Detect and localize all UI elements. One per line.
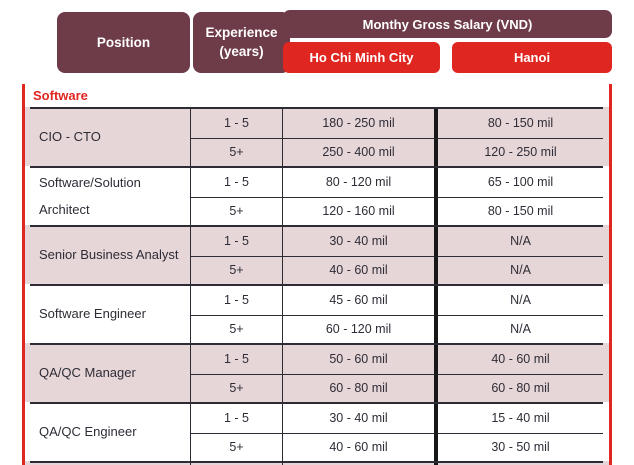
- hcmc-salary-cell: 180 - 250 mil: [283, 109, 438, 138]
- experience-cell: 5+: [191, 137, 283, 166]
- hanoi-salary-cell: 30 - 50 mil: [438, 432, 603, 462]
- experience-cell: 1 - 5: [191, 227, 283, 256]
- position-label: Senior Business Analyst: [39, 247, 179, 263]
- table-body: CIO - CTO 1 - 5 180 - 250 mil 80 - 150 m…: [25, 107, 609, 461]
- hcmc-salary-cell: 120 - 160 mil: [283, 196, 438, 225]
- table-row-grid: Software/Solution Architect 1 - 5 80 - 1…: [30, 166, 603, 225]
- salary-group-header: Monthy Gross Salary (VND): [283, 10, 612, 38]
- hcmc-salary-cell: 30 - 40 mil: [283, 404, 438, 433]
- position-label: CIO - CTO: [39, 129, 101, 145]
- hanoi-column-header: Hanoi: [452, 42, 612, 73]
- salary-table: Software CIO - CTO 1 - 5 180 - 250 mil 8…: [22, 84, 612, 465]
- experience-cell: 1 - 5: [191, 404, 283, 433]
- experience-column-header: Experience (years): [193, 12, 290, 73]
- experience-cell: 5+: [191, 432, 283, 461]
- table-row-grid: Software Engineer 1 - 5 45 - 60 mil N/A …: [30, 284, 603, 343]
- next-row-sliver-grid: [30, 461, 603, 465]
- hcmc-salary-cell: 80 - 120 mil: [283, 168, 438, 197]
- hcmc-salary-cell: 30 - 40 mil: [283, 227, 438, 256]
- hcmc-salary-cell: 40 - 60 mil: [283, 432, 438, 461]
- hanoi-salary-cell: 80 - 150 mil: [438, 196, 603, 226]
- hanoi-salary-cell: 40 - 60 mil: [491, 352, 550, 367]
- table-row-grid: QA/QC Manager 1 - 5 50 - 60 mil 40 - 60 …: [30, 343, 603, 402]
- hanoi-salary-cell: 65 - 100 mil: [487, 175, 554, 190]
- table-row-grid: CIO - CTO 1 - 5 180 - 250 mil 80 - 150 m…: [30, 107, 603, 166]
- position-cell: Software Engineer: [30, 286, 191, 343]
- experience-cell: 1 - 5: [191, 345, 283, 374]
- experience-cell: 1 - 5: [191, 109, 283, 138]
- experience-cell: 5+: [191, 196, 283, 225]
- table-row: Software/Solution Architect 1 - 5 80 - 1…: [25, 166, 609, 225]
- hcmc-salary-cell: 250 - 400 mil: [283, 137, 438, 166]
- experience-cell: 5+: [191, 255, 283, 284]
- experience-cell: 5+: [191, 314, 283, 343]
- position-label: QA/QC Manager: [39, 365, 136, 381]
- position-cell: Software/Solution Architect: [30, 168, 191, 225]
- hanoi-salary-cell: 15 - 40 mil: [491, 411, 550, 426]
- experience-cell: 1 - 5: [191, 168, 283, 197]
- table-row: QA/QC Manager 1 - 5 50 - 60 mil 40 - 60 …: [25, 343, 609, 402]
- position-label: Software Engineer: [39, 306, 146, 322]
- hcmc-salary-cell: 45 - 60 mil: [283, 286, 438, 315]
- hanoi-salary-cell: N/A: [510, 293, 531, 308]
- position-label: QA/QC Engineer: [39, 424, 137, 440]
- table-row: Software Engineer 1 - 5 45 - 60 mil N/A …: [25, 284, 609, 343]
- experience-cell: 5+: [191, 373, 283, 402]
- hcmc-salary-cell: 60 - 80 mil: [283, 373, 438, 402]
- section-label-row: Software: [25, 84, 609, 107]
- position-cell: CIO - CTO: [30, 109, 191, 166]
- hcmc-salary-cell: 50 - 60 mil: [283, 345, 438, 374]
- position-column-header: Position: [57, 12, 190, 73]
- hcmc-salary-cell: 60 - 120 mil: [283, 314, 438, 343]
- table-row: QA/QC Engineer 1 - 5 30 - 40 mil 15 - 40…: [25, 402, 609, 461]
- position-cell: QA/QC Engineer: [30, 404, 191, 461]
- hanoi-salary-cell: N/A: [438, 255, 603, 285]
- next-row-sliver: [25, 461, 609, 465]
- table-row-grid: Senior Business Analyst 1 - 5 30 - 40 mi…: [30, 225, 603, 284]
- hanoi-salary-cell: 60 - 80 mil: [438, 373, 603, 403]
- position-cell: Senior Business Analyst: [30, 227, 191, 284]
- hcmc-salary-cell: 40 - 60 mil: [283, 255, 438, 284]
- section-label: Software: [33, 88, 88, 103]
- hanoi-salary-cell: N/A: [438, 314, 603, 344]
- table-row: Senior Business Analyst 1 - 5 30 - 40 mi…: [25, 225, 609, 284]
- hanoi-salary-cell: 80 - 150 mil: [487, 116, 554, 131]
- hanoi-salary-cell: 120 - 250 mil: [438, 137, 603, 167]
- table-row-grid: QA/QC Engineer 1 - 5 30 - 40 mil 15 - 40…: [30, 402, 603, 461]
- experience-cell: 1 - 5: [191, 286, 283, 315]
- table-row: CIO - CTO 1 - 5 180 - 250 mil 80 - 150 m…: [25, 107, 609, 166]
- hcmc-column-header: Ho Chi Minh City: [283, 42, 440, 73]
- position-label: Software/Solution Architect: [39, 174, 141, 217]
- position-cell: QA/QC Manager: [30, 345, 191, 402]
- hanoi-salary-cell: N/A: [510, 234, 531, 249]
